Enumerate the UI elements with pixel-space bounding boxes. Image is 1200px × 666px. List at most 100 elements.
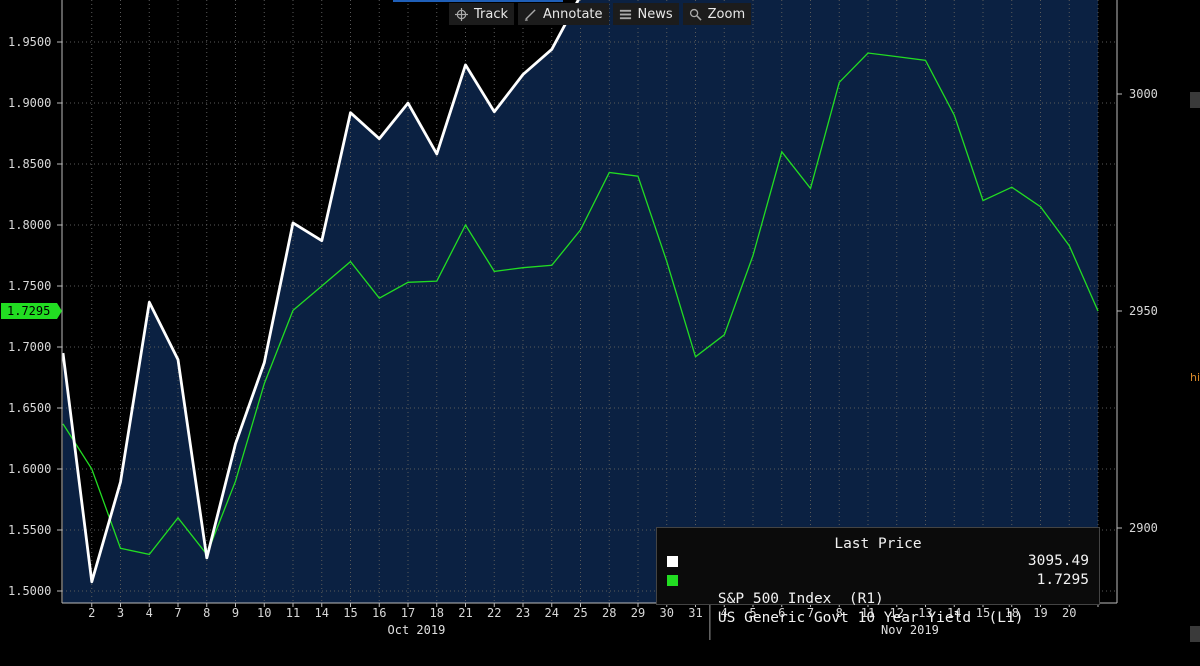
news-button[interactable]: News [612,3,679,25]
us10y-point[interactable] [636,174,641,179]
sp500-point[interactable] [376,136,382,142]
us10y-point[interactable] [751,253,756,258]
us10y-point[interactable] [607,170,612,175]
x-tick-label: 20 [1062,606,1076,620]
us10y-point[interactable] [1038,204,1043,209]
us10y-point[interactable] [693,354,698,359]
legend-swatch-us10y [667,575,678,586]
sp500-point[interactable] [549,46,555,52]
us10y-point[interactable] [176,515,181,520]
us10y-point[interactable] [952,113,957,118]
sp500-point[interactable] [175,357,181,363]
zoom-button[interactable]: Zoom [682,3,752,25]
sp500-line[interactable] [61,0,1098,584]
x-tick-label: 15 [343,606,357,620]
x-tick-label: 3 [117,606,124,620]
x-tick-label: 28 [602,606,616,620]
left-tick-label: 1.7000 [8,340,51,354]
sp500-point[interactable] [520,72,526,78]
us10y-point[interactable] [291,308,296,313]
sp500-point[interactable] [319,238,325,244]
sp500-point[interactable] [405,100,411,106]
us10y-point[interactable] [578,227,583,232]
legend-row-us10y: US Generic Govt 10 Year Yield (L1) 1.729… [657,571,1099,626]
sp500-point[interactable] [233,441,239,447]
sp500-point[interactable] [146,299,152,305]
edge-fragment: hi [1189,371,1200,384]
us10y-point[interactable] [866,51,871,56]
news-button-label: News [637,6,673,22]
us10y-point[interactable] [1009,185,1014,190]
us10y-point[interactable] [118,546,123,551]
track-button[interactable]: Track [449,3,515,25]
us10y-point[interactable] [319,284,324,289]
x-tick-label: 10 [257,606,271,620]
left-tick-label: 1.5500 [8,523,51,537]
left-tick-label: 1.9500 [8,35,51,49]
axes: 1.5000 1.5500 1.6000 1.6500 1.7000 1.7500 1.80… [1,0,1200,642]
us10y-point[interactable] [894,54,899,59]
plot-area[interactable] [60,0,1117,603]
sp500-point[interactable] [348,110,354,116]
us10y-point[interactable] [722,332,727,337]
x-tick-label: 4 [146,606,153,620]
x-tick-label: 11 [861,606,875,620]
sp500-point[interactable] [89,579,95,585]
left-tick-label: 1.9000 [8,96,51,110]
us10y-point[interactable] [262,381,267,386]
us10y-point[interactable] [348,259,353,264]
x-tick-label: 8 [836,606,843,620]
legend-value-us10y: 1.7295 [1036,572,1089,588]
us10y-point[interactable] [233,479,238,484]
us10y-point[interactable] [61,421,66,426]
us10y-point[interactable] [147,552,152,557]
us10y-point[interactable] [779,149,784,154]
sp500-point[interactable] [261,360,267,366]
top-accent-bar [393,0,563,2]
month-label-oct: Oct 2019 [388,623,446,637]
us10y-point[interactable] [1096,309,1101,314]
sp500-point[interactable] [204,555,210,561]
x-tick-label: 14 [947,606,961,620]
annotate-button-label: Annotate [543,6,603,22]
us10y-point[interactable] [434,279,439,284]
us10y-point[interactable] [1067,243,1072,248]
us10y-point[interactable] [377,296,382,301]
x-tick-label: 18 [430,606,444,620]
edge-scroll-marker [1190,92,1200,108]
left-tick-label: 1.5000 [8,584,51,598]
us10y-point[interactable] [492,269,497,274]
sp500-point[interactable] [491,109,497,115]
x-tick-label: 14 [315,606,329,620]
x-tick-label: 7 [174,606,181,620]
us10y-point[interactable] [808,186,813,191]
us10y-point[interactable] [664,259,669,264]
us10y-point[interactable] [923,58,928,63]
sp500-point[interactable] [463,62,469,68]
x-tick-label: 18 [1005,606,1019,620]
sp500-point[interactable] [434,151,440,157]
x-tick-label: 7 [807,606,814,620]
pencil-icon [524,8,536,21]
sp500-point[interactable] [60,350,66,356]
us10y-point[interactable] [521,265,526,270]
x-tick-label: 21 [458,606,472,620]
us10y-point[interactable] [89,467,94,472]
sp500-point[interactable] [118,479,124,485]
left-tick-label: 1.6000 [8,462,51,476]
legend-swatch-sp500 [667,556,678,567]
chart-toolbar: Track Annotate News Zoom [449,3,752,25]
track-button-label: Track [474,6,509,22]
sp500-point[interactable] [290,220,296,226]
us10y-point[interactable] [549,263,554,268]
us10y-line[interactable] [62,52,1099,556]
x-tick-label: 6 [778,606,785,620]
us10y-point[interactable] [837,80,842,85]
us10y-point[interactable] [406,280,411,285]
us10y-point[interactable] [981,198,986,203]
us10y-point[interactable] [463,223,468,228]
annotate-button[interactable]: Annotate [518,3,609,25]
x-tick-label: 23 [516,606,530,620]
x-tick-label: 19 [1033,606,1047,620]
